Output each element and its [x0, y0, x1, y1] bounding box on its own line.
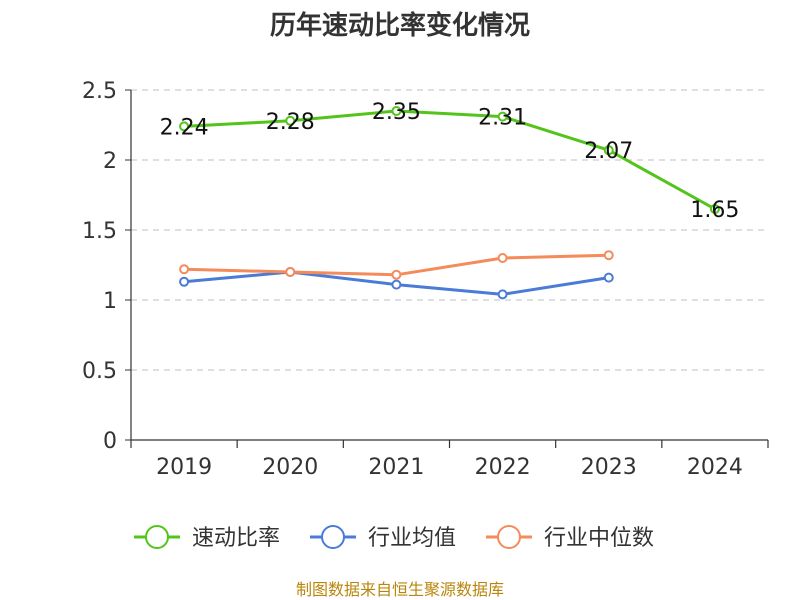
legend-marker-1 [321, 525, 345, 549]
x-tick-label: 2021 [368, 455, 424, 480]
data-label: 2.07 [584, 139, 633, 164]
legend-label-2: 行业中位数 [544, 526, 654, 551]
data-label: 2.28 [266, 110, 315, 135]
y-tick-label: 1.5 [82, 219, 117, 244]
chart-title: 历年速动比率变化情况 [270, 10, 530, 41]
series-point-2 [285, 267, 296, 277]
series-point-2 [179, 264, 190, 275]
series-point-0 [497, 111, 508, 122]
x-tick-label: 2020 [262, 455, 318, 480]
data-label: 2.31 [478, 106, 527, 131]
series-point-0 [709, 204, 720, 214]
y-tick-label: 0.5 [82, 359, 117, 384]
series-point-1 [603, 272, 614, 283]
series-point-0 [391, 106, 402, 116]
legend-label-1: 行业均值 [368, 526, 456, 551]
series-point-0 [603, 145, 614, 156]
series-point-0 [285, 115, 296, 126]
legend-label-0: 速动比率 [192, 526, 280, 551]
series-point-1 [391, 279, 402, 290]
axes: 0 0.5 1 1.5 2 2.5 2019 2020 2021 2022 2023 2024 [82, 79, 769, 480]
x-tick-label: 2019 [156, 455, 212, 480]
grid-lines [131, 89, 768, 371]
series-point-2 [497, 253, 508, 263]
data-label: 2.24 [160, 115, 209, 140]
series-point-2 [391, 269, 402, 280]
x-tick-label: 2023 [581, 455, 637, 480]
series-layer [179, 106, 720, 300]
legend-marker-2 [497, 525, 521, 549]
legend-marker-0 [145, 525, 169, 549]
y-tick-label: 1 [103, 289, 117, 314]
series-point-2 [603, 250, 614, 261]
legend: 速动比率 行业均值 行业中位数 [134, 525, 654, 551]
series-line-0 [184, 109, 716, 211]
x-tick-label: 2024 [687, 455, 743, 480]
series-point-1 [497, 289, 508, 300]
x-tick-label: 2022 [475, 455, 531, 480]
data-label: 1.65 [690, 198, 739, 223]
y-tick-label: 0 [103, 429, 117, 454]
data-label: 2.35 [372, 100, 421, 125]
y-tick-label: 2.5 [82, 79, 117, 104]
source-note: 制图数据来自恒生聚源数据库 [296, 580, 504, 599]
series-point-1 [179, 276, 190, 287]
data-labels: 2.24 2.28 2.35 2.31 2.07 1.65 [160, 100, 740, 223]
y-tick-label: 2 [103, 149, 117, 174]
series-point-0 [179, 121, 190, 132]
